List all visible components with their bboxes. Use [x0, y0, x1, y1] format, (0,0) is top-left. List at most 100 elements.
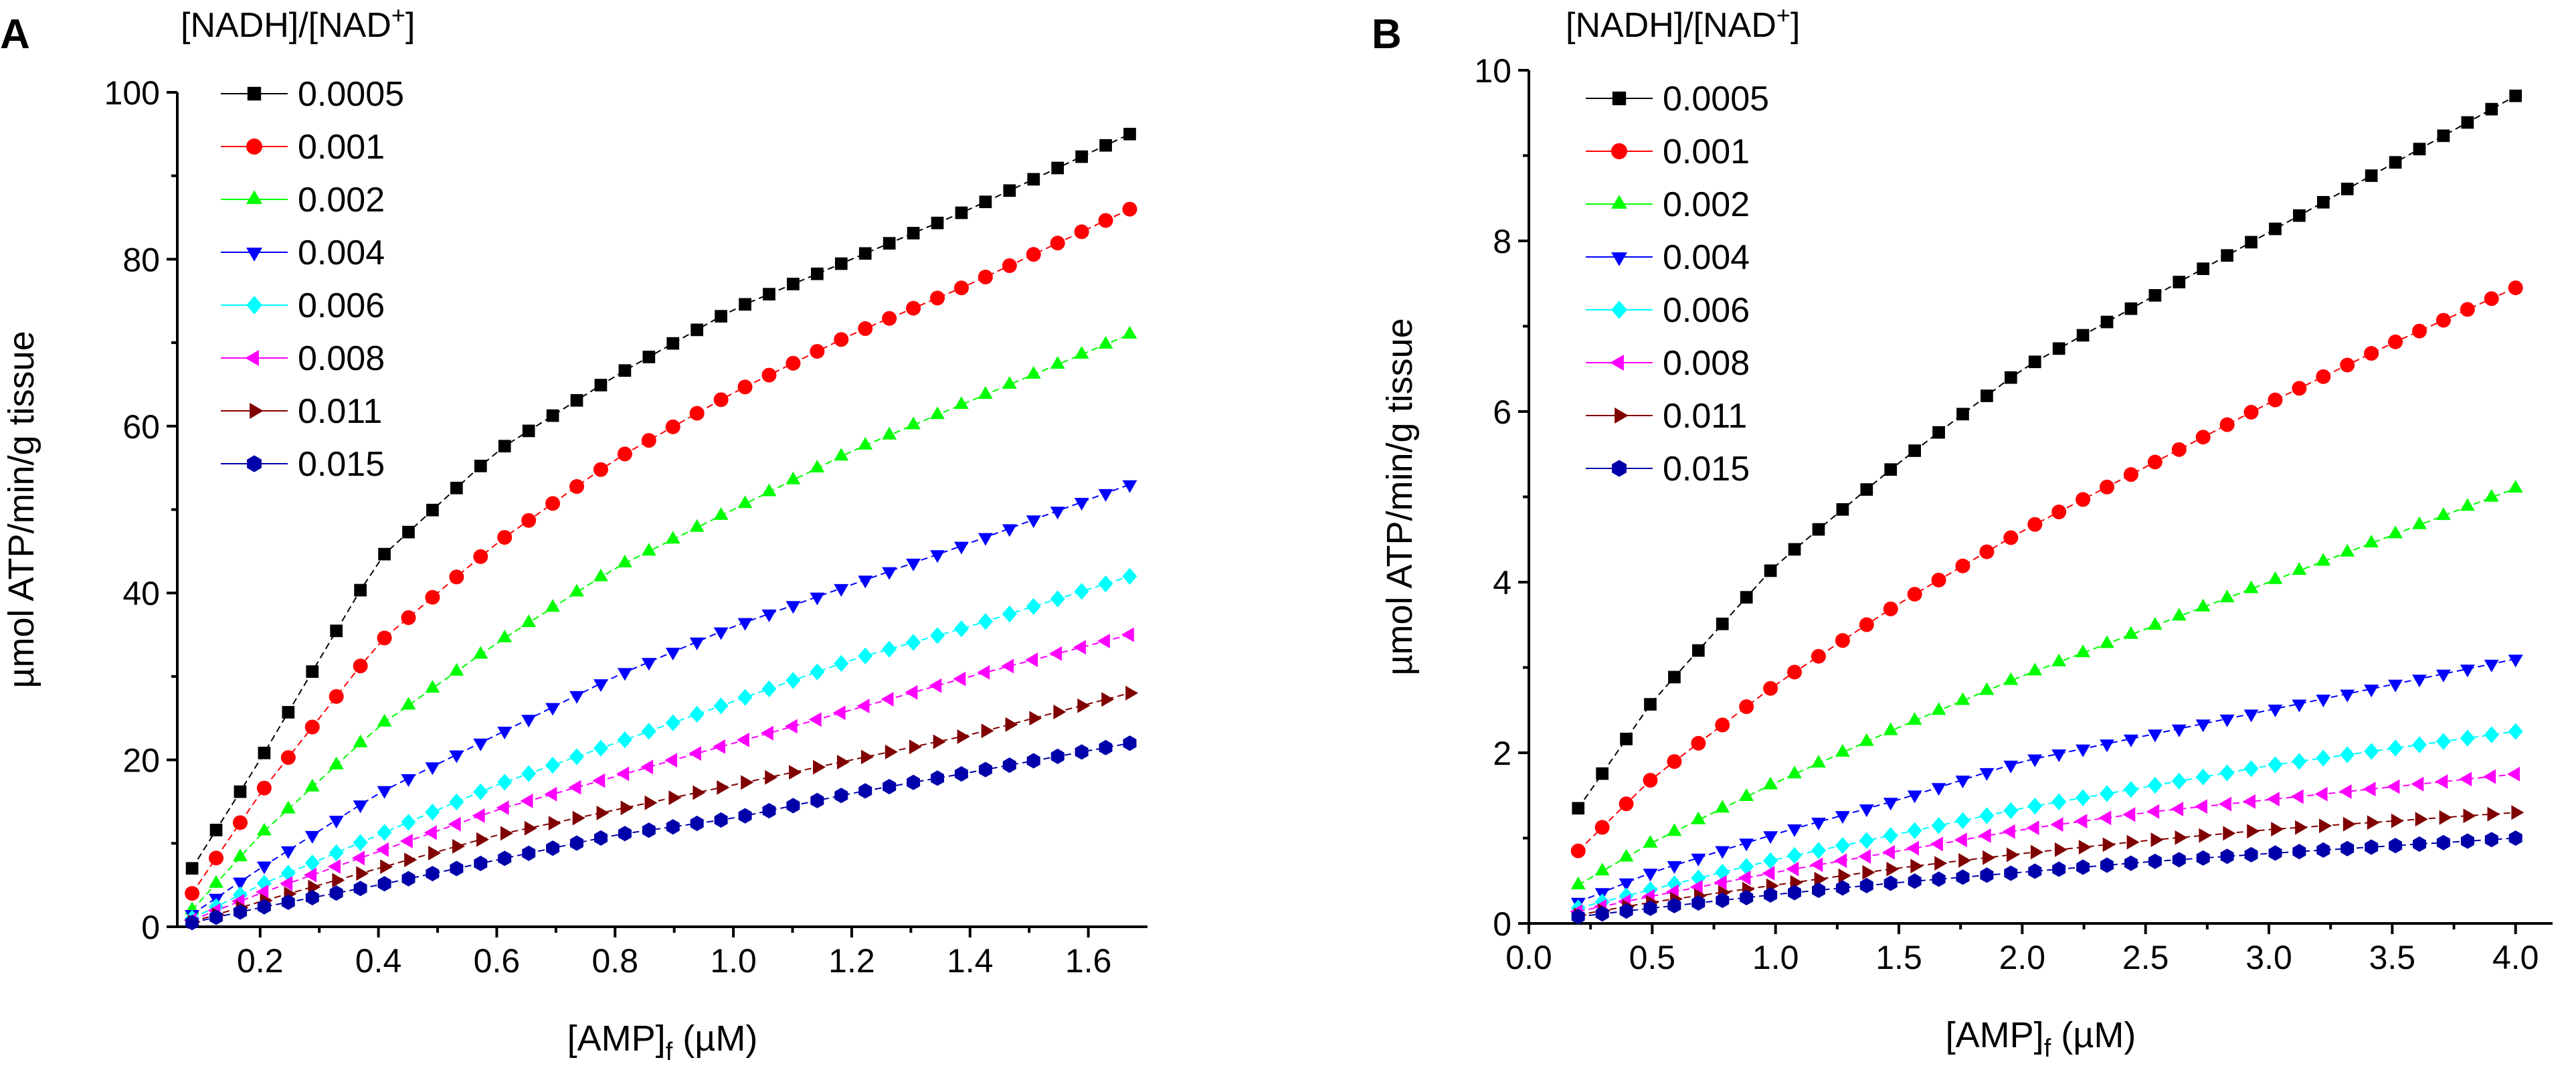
panel-a-data-point	[424, 825, 437, 840]
panel-a-data-point	[1001, 658, 1014, 674]
panel-b-data-point	[2124, 855, 2138, 871]
panel-a-data-point	[881, 692, 894, 707]
panel-a-legend-label: 0.001	[298, 128, 385, 167]
panel-a-data-point	[1026, 753, 1040, 769]
panel-b-data-point	[2147, 454, 2163, 470]
panel-a-data-point	[380, 859, 393, 875]
panel-a-data-point	[476, 832, 489, 847]
panel-b-data-point	[1883, 875, 1898, 891]
panel-a-data-point	[664, 753, 678, 768]
panel-a-x-tick-label: 0.6	[474, 942, 521, 980]
panel-a-data-point	[714, 812, 728, 828]
panel-a-y-tick-label: 100	[104, 74, 160, 112]
panel-b-y-tick-label: 10	[1474, 52, 1511, 90]
panel-b-data-point	[2389, 838, 2403, 854]
panel-b-data-point	[2340, 357, 2355, 373]
panel-b-data-point	[2195, 719, 2211, 733]
panel-b-data-point	[2028, 355, 2041, 369]
panel-a-data-point	[452, 838, 465, 854]
panel-b-data-point	[1787, 766, 1802, 779]
panel-b-data-point	[2100, 739, 2114, 753]
panel-a-data-point	[522, 845, 536, 861]
panel-b-data-point	[1763, 852, 1778, 869]
panel-b-x-axis-label-main: [AMP]	[1946, 1015, 2044, 1055]
panel-a-data-point	[401, 610, 416, 626]
panel-b-legend-label: 0.015	[1663, 450, 1750, 488]
panel-b-data-point	[2171, 802, 2184, 816]
panel-a-data-point	[689, 519, 705, 532]
panel-b-data-point	[1595, 906, 1609, 922]
panel-a-data-point	[353, 800, 368, 814]
panel-a-data-point	[520, 794, 533, 808]
panel-b-data-point	[2074, 814, 2088, 829]
panel-a-data-point	[811, 267, 824, 280]
panel-a-x-tick-label: 1.4	[947, 942, 994, 980]
panel-a-data-point	[498, 850, 512, 867]
panel-b-data-point	[2269, 222, 2282, 236]
panel-b-data-point	[2150, 832, 2164, 847]
panel-a-data-point	[642, 822, 656, 838]
panel-b-data-point	[2391, 813, 2404, 828]
panel-b-data-point	[2100, 785, 2114, 802]
panel-b-data-point	[2292, 381, 2307, 396]
panel-b-data-point	[2459, 772, 2472, 787]
panel-a-data-point	[713, 627, 729, 640]
panel-a-data-point	[978, 613, 993, 630]
panel-a-data-point	[280, 750, 296, 766]
panel-b-data-point	[1788, 543, 1801, 556]
panel-a-data-point	[953, 280, 969, 296]
panel-b-data-point	[2220, 848, 2234, 865]
panel-a-data-point	[1098, 575, 1113, 593]
panel-b-data-point	[2413, 836, 2426, 852]
panel-a-data-point	[860, 749, 874, 765]
panel-b-data-point	[2439, 810, 2452, 825]
panel-b-data-point	[1955, 776, 1970, 789]
panel-b-data-point	[1691, 895, 1706, 911]
panel-a-data-point	[353, 658, 368, 674]
panel-b-x-tick-label: 3.5	[2369, 939, 2416, 976]
panel-a-data-point	[954, 541, 969, 555]
panel-b-legend: [NADH]/[NAD+] 0.0005 0.001 0.002 0.004 0.006 0…	[1566, 1, 1800, 488]
panel-b-data-point	[2195, 768, 2211, 786]
panel-b-data-point	[1643, 773, 1658, 788]
panel-b-series-line	[1578, 487, 2516, 886]
panel-b-data-point	[2027, 754, 2043, 768]
panel-a-data-point	[1050, 748, 1065, 764]
panel-a-data-point	[1027, 173, 1040, 186]
panel-a-data-point	[1125, 685, 1139, 701]
panel-a-data-point	[472, 808, 485, 823]
panel-a-data-point	[690, 816, 704, 832]
panel-a-data-point	[1077, 698, 1091, 713]
panel-a-data-point	[425, 590, 440, 605]
panel-b-data-point	[1763, 681, 1778, 696]
panel-a-data-point	[906, 416, 921, 430]
panel-a-data-point	[688, 746, 701, 761]
panel-b-data-point	[2219, 417, 2235, 432]
panel-a-data-point	[546, 409, 559, 422]
panel-a-data-point	[233, 877, 248, 891]
panel-b-data-point	[2340, 183, 2354, 195]
panel-a-data-point	[544, 786, 557, 802]
panel-a-data-point	[256, 861, 272, 875]
panel-b-legend-marker	[1611, 143, 1627, 159]
panel-b-data-point	[2388, 739, 2403, 757]
panel-a-data-point	[330, 624, 343, 638]
panel-b-y-tick-label: 8	[1493, 223, 1511, 260]
panel-a-data-point	[1050, 356, 1065, 369]
panel-a-data-point	[713, 507, 729, 520]
panel-b-data-point	[2316, 369, 2331, 384]
panel-b-data-point	[1859, 877, 1873, 893]
panel-b-data-point	[2461, 116, 2474, 129]
panel-a-data-point	[834, 654, 849, 672]
panel-a-data-point	[256, 780, 272, 796]
panel-b-data-point	[2487, 806, 2500, 822]
panel-b-data-point	[1596, 767, 1609, 780]
panel-a-data-point	[1002, 258, 1017, 274]
panel-a-data-point	[353, 881, 367, 897]
panel-b-data-point	[1958, 852, 1972, 868]
panel-b-data-point	[2003, 530, 2019, 545]
panel-b-data-point	[2340, 689, 2355, 703]
panel-b-data-point	[2363, 782, 2376, 797]
panel-a-data-point	[1005, 717, 1018, 732]
panel-a-data-point	[713, 739, 725, 754]
